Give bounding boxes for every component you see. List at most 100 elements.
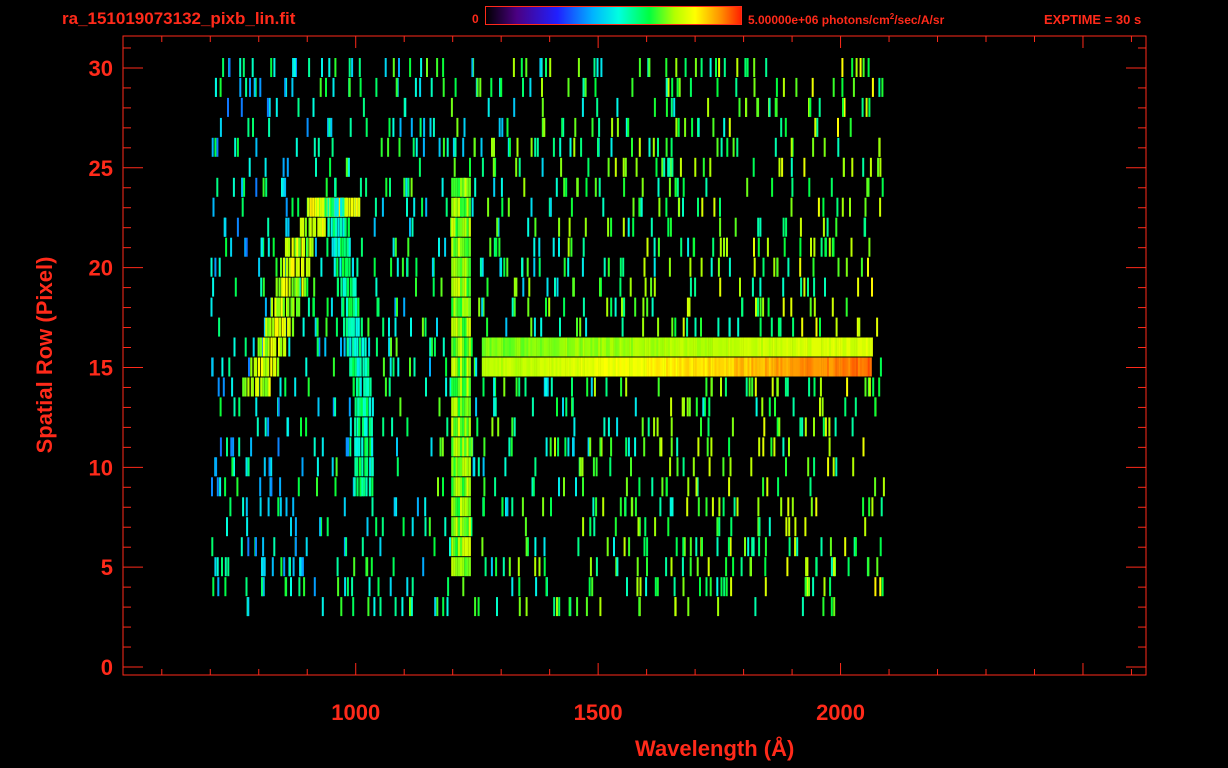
arc-segment — [349, 277, 352, 297]
noise-streak — [841, 58, 844, 77]
noise-streak — [567, 437, 570, 457]
noise-streak — [718, 58, 721, 77]
noise-streak — [227, 557, 230, 577]
noise-streak — [391, 417, 394, 437]
noise-streak — [534, 537, 537, 557]
noise-streak — [495, 557, 498, 577]
arc-segment — [334, 237, 337, 257]
noise-streak — [773, 257, 776, 277]
noise-streak — [245, 577, 248, 597]
arc-segment — [358, 457, 361, 477]
noise-streak — [847, 557, 850, 577]
arc-segment — [301, 217, 305, 237]
arc-segment — [342, 197, 345, 217]
arc-segment — [352, 277, 355, 297]
arc-segment — [364, 337, 367, 357]
noise-streak — [316, 337, 319, 357]
noise-streak — [252, 337, 255, 357]
noise-streak — [670, 417, 673, 437]
noise-streak — [525, 58, 528, 77]
arc-segment — [359, 477, 362, 497]
band-segment — [508, 357, 512, 377]
line-segment — [464, 497, 467, 517]
noise-streak — [785, 217, 788, 237]
arc-segment — [274, 337, 277, 357]
noise-streak — [668, 177, 671, 197]
noise-streak — [217, 577, 220, 597]
noise-streak — [513, 417, 516, 437]
noise-streak — [752, 157, 755, 177]
band-segment — [846, 357, 849, 377]
noise-streak — [815, 317, 818, 337]
noise-streak — [285, 197, 288, 217]
noise-streak — [470, 437, 473, 457]
band-segment — [811, 357, 814, 377]
noise-streak — [399, 397, 402, 417]
noise-streak — [527, 297, 530, 317]
noise-streak — [234, 137, 237, 157]
band-segment — [507, 337, 510, 357]
band-segment — [784, 337, 787, 357]
arc-segment — [272, 337, 275, 357]
noise-streak — [676, 457, 679, 477]
band-segment — [671, 357, 674, 377]
band-segment — [687, 357, 690, 377]
noise-streak — [655, 157, 658, 177]
line-segment — [453, 297, 456, 317]
arc-segment — [368, 397, 371, 417]
noise-streak — [573, 137, 576, 157]
noise-streak — [552, 237, 555, 257]
noise-streak — [585, 317, 588, 337]
line-segment — [460, 277, 463, 297]
noise-streak — [436, 597, 439, 617]
band-segment — [766, 337, 770, 357]
line-segment — [455, 177, 458, 197]
noise-streak — [393, 497, 396, 517]
noise-streak — [753, 237, 755, 257]
arc-segment — [366, 457, 369, 477]
noise-streak — [388, 377, 391, 397]
noise-streak — [444, 237, 447, 257]
arc-segment — [283, 317, 286, 337]
noise-streak — [669, 217, 672, 237]
band-segment — [524, 337, 527, 357]
noise-streak — [430, 337, 433, 357]
band-segment — [662, 357, 665, 377]
noise-streak — [623, 537, 626, 557]
noise-streak — [697, 437, 700, 457]
noise-streak — [871, 277, 873, 297]
noise-streak — [589, 437, 592, 457]
noise-streak — [855, 58, 858, 77]
noise-streak — [345, 537, 348, 557]
band-segment — [571, 337, 574, 357]
noise-streak — [216, 477, 219, 497]
noise-streak — [499, 77, 502, 97]
arc-segment — [371, 477, 374, 497]
noise-streak — [764, 577, 767, 597]
arc-segment — [319, 197, 322, 217]
noise-streak — [728, 477, 731, 497]
noise-streak — [436, 317, 438, 337]
arc-segment — [308, 257, 311, 277]
band-segment — [555, 337, 558, 357]
band-segment — [534, 357, 537, 377]
noise-streak — [442, 77, 445, 97]
noise-streak — [454, 77, 457, 97]
noise-streak — [370, 557, 373, 577]
noise-streak — [476, 417, 479, 437]
band-segment — [677, 357, 680, 377]
band-segment — [602, 337, 605, 357]
band-segment — [493, 337, 496, 357]
noise-streak — [602, 197, 605, 217]
arc-segment — [242, 377, 245, 397]
band-segment — [834, 337, 837, 357]
arc-segment — [339, 257, 342, 277]
band-segment — [563, 337, 566, 357]
noise-streak — [727, 537, 730, 557]
noise-streak — [665, 137, 668, 157]
noise-streak — [546, 277, 549, 297]
x-tick-label: 1000 — [331, 700, 380, 725]
noise-streak — [643, 257, 646, 277]
band-segment — [848, 357, 851, 377]
noise-streak — [717, 257, 720, 277]
